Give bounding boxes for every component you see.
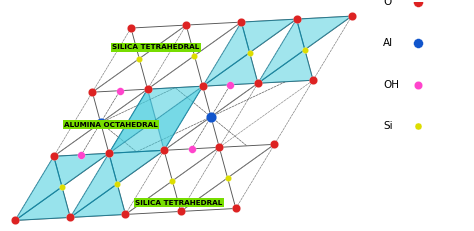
Polygon shape xyxy=(203,22,250,86)
Polygon shape xyxy=(70,184,126,217)
Text: ALUMINA OCTAHEDRAL: ALUMINA OCTAHEDRAL xyxy=(64,122,158,128)
Polygon shape xyxy=(297,16,352,50)
Polygon shape xyxy=(156,86,203,150)
Polygon shape xyxy=(203,53,258,86)
Polygon shape xyxy=(241,19,297,53)
Text: Al: Al xyxy=(383,39,393,49)
Polygon shape xyxy=(109,150,164,184)
Polygon shape xyxy=(258,19,305,83)
Polygon shape xyxy=(258,50,313,83)
Polygon shape xyxy=(70,153,117,217)
Text: SILICA TETRAHEDRAL: SILICA TETRAHEDRAL xyxy=(135,200,222,206)
Text: Si: Si xyxy=(383,121,393,131)
Text: O: O xyxy=(383,0,392,7)
Text: OH: OH xyxy=(383,80,400,90)
Polygon shape xyxy=(109,86,203,153)
Polygon shape xyxy=(15,187,70,220)
Polygon shape xyxy=(109,89,156,153)
Polygon shape xyxy=(54,153,109,187)
Polygon shape xyxy=(15,156,62,220)
Text: SILICA TETRAHEDRAL: SILICA TETRAHEDRAL xyxy=(112,44,200,50)
